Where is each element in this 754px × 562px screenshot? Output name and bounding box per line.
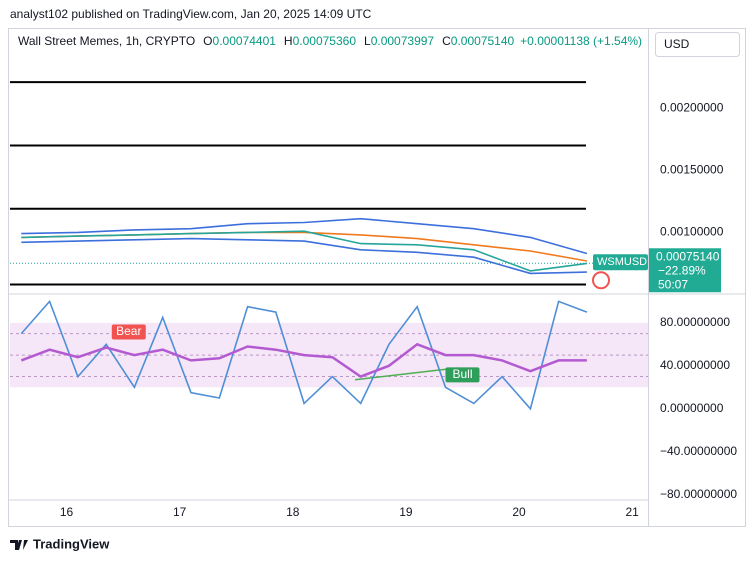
y-tick-label: 0.00150000	[660, 162, 724, 176]
y-tick-label: −40.00000000	[660, 444, 737, 458]
x-tick-label: 20	[512, 505, 526, 519]
series-line	[21, 237, 587, 275]
flag-icon	[592, 271, 610, 290]
currency-box[interactable]	[655, 32, 740, 57]
price-label: 0.00075140	[656, 249, 720, 263]
legend: Wall Street Memes, 1h, CRYPTO O0.00074401…	[18, 34, 642, 48]
chart-frame	[8, 28, 746, 527]
ohlc-value: 0.00074401	[213, 34, 277, 48]
ohlc-value: 0.00075140	[451, 34, 515, 48]
series-line	[20, 342, 587, 379]
logo: TradingView	[10, 536, 110, 551]
y-tick-label: 0.00100000	[660, 225, 724, 239]
ohlc-value: 0.00075360	[293, 34, 357, 48]
symbol-box	[593, 254, 648, 271]
price-label-box	[649, 248, 721, 293]
annotation-text: Bear	[116, 324, 141, 338]
ohlc-key: L	[364, 34, 371, 48]
series-line	[21, 231, 588, 262]
y-tick-label: −80.00000000	[660, 487, 737, 501]
series-line	[21, 230, 588, 272]
series-line	[20, 299, 588, 411]
y-tick-label: 40.00000000	[660, 358, 730, 372]
currency: USD	[664, 37, 690, 51]
ohlc-key: O	[203, 34, 212, 48]
series-line	[21, 217, 588, 255]
x-tick-label: 16	[60, 505, 74, 519]
ohlc-value: 0.00073997	[371, 34, 435, 48]
x-tick-label: 17	[173, 505, 187, 519]
annotation-box	[111, 324, 146, 340]
y-tick-label: 0.00200000	[660, 100, 724, 114]
y-tick-label: 80.00000000	[660, 315, 730, 329]
annotation-text: Bull	[452, 367, 472, 381]
x-tick-label: 21	[625, 505, 639, 519]
change: +0.00001138 (+1.54%)	[520, 34, 642, 48]
ohlc-key: H	[284, 34, 293, 48]
countdown: 50:07	[658, 277, 688, 291]
publish-note: analyst102 published on TradingView.com,…	[10, 7, 372, 21]
symbol: WSMUSD	[597, 256, 647, 268]
x-tick-label: 19	[399, 505, 413, 519]
ohlc-key: C	[442, 34, 451, 48]
chart-title: Wall Street Memes, 1h, CRYPTO	[18, 34, 195, 48]
x-tick-label: 18	[286, 505, 300, 519]
price-change: −22.89%	[658, 263, 706, 277]
brand: TradingView	[33, 536, 110, 551]
annotation-box	[445, 367, 480, 383]
y-tick-label: 0.00000000	[660, 401, 724, 415]
